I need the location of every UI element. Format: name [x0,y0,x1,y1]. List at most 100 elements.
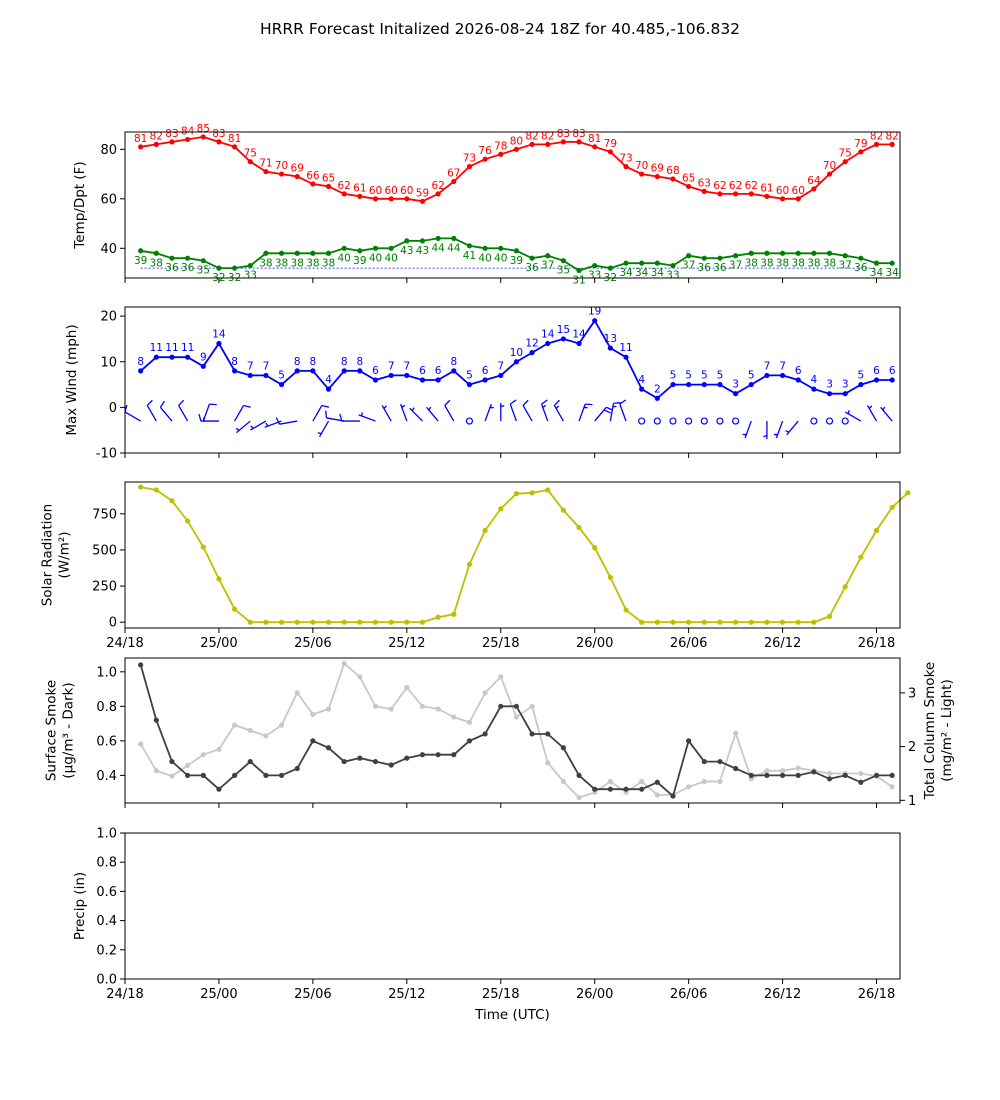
temp-point [404,196,410,202]
wind-point [858,381,864,388]
temp-data-label: 83 [572,128,585,140]
wind-barb-feather [209,403,217,406]
wind-data-label: 8 [450,356,457,368]
wind-barb [880,406,893,422]
solar-point [169,498,175,504]
wind-barb-shaft [578,403,586,422]
wind-point [764,372,770,379]
y-tick-label: 0.4 [96,914,117,929]
wind-point [341,368,347,374]
wind-point [216,340,222,347]
y-right-tick-label: 3 [908,686,916,701]
column-smoke-point [795,765,801,771]
wind-barb [509,399,518,422]
dewpoint-data-label: 40 [478,252,491,264]
wind-point [717,381,723,388]
calm-wind-marker [653,417,661,425]
dewpoint-data-label: 41 [463,250,476,262]
solar-point [842,584,848,590]
column-smoke-point [388,706,394,712]
calm-wind-marker [465,417,474,425]
wind-point [153,354,159,360]
dewpoint-point [231,265,238,271]
solar-point [419,619,426,625]
y-tick-label: 0.2 [96,943,117,958]
wind-barb [500,403,505,422]
wind-point [842,391,848,397]
temp-point [216,139,222,145]
wind-barb-half-feather [202,417,206,422]
surface-smoke-point [686,738,692,744]
dewpoint-point [247,263,253,269]
dewpoint-data-label: 36 [165,262,179,274]
surface-smoke-point [795,772,801,778]
temp-point [764,193,770,199]
column-smoke-point [889,784,895,790]
dewpoint-data-label: 38 [823,257,836,269]
x-tick-label: 25/00 [200,987,237,1002]
temp-point [482,156,488,162]
solar-point [592,545,598,551]
wind-data-label: 11 [150,342,163,354]
surface-smoke-point [623,786,629,792]
wind-barb-shaft [553,405,564,422]
dewpoint-data-label: 34 [651,267,665,279]
surface-smoke-point [779,772,786,778]
calm-wind-marker [732,417,740,425]
dewpoint-point [341,245,347,251]
solar-point [639,619,645,625]
surface-smoke-point [498,703,504,709]
wind-barb [358,412,376,422]
wind-barb-shaft [522,405,533,422]
wind-barb-shaft [178,405,189,422]
wind-data-label: 6 [889,365,896,377]
dewpoint-data-label: 38 [291,257,304,269]
surface-smoke-point [451,752,457,758]
column-smoke-point [498,674,504,680]
wind-data-label: 8 [231,356,238,368]
wind-point [404,372,410,379]
temp-data-label: 62 [431,180,444,192]
surface-smoke-point [216,786,222,792]
temp-data-label: 79 [854,138,867,150]
surface-smoke-point [278,772,285,778]
wind-data-label: 7 [388,360,395,372]
wind-barb-shaft [312,405,323,422]
wind-barb-feather [159,400,166,408]
temp-data-label: 82 [541,130,554,142]
wind-barb-half-feather [265,422,269,427]
temp-point [294,173,300,180]
temp-data-label: 73 [619,153,632,165]
panel-frame [124,131,901,279]
wind-data-label: 14 [541,329,555,341]
temp-data-label: 60 [400,185,413,197]
column-smoke-point [169,773,175,779]
column-smoke-point [826,770,833,777]
y-tick-label: 40 [100,242,117,257]
surface-smoke-point [639,786,645,792]
temp-data-label: 70 [635,160,648,172]
wind-barb-shaft [249,420,267,431]
wind-barb-shaft [124,411,141,422]
wind-barb-shaft [509,403,518,422]
x-tick-label: 26/18 [858,636,895,651]
dewpoint-point [670,263,676,269]
dewpoint-point [372,245,379,251]
surface-smoke-point [357,755,363,761]
dewpoint-data-label: 44 [431,242,445,254]
dewpoint-point [592,263,598,269]
dewpoint-data-label: 39 [134,255,147,267]
wind-barb-shaft [234,405,245,422]
x-tick-label: 26/00 [576,636,613,651]
dewpoint-point [560,258,566,264]
wind-barb [785,420,799,436]
temp-data-label: 83 [557,128,570,140]
temp-point [341,191,347,197]
surface-smoke-point [576,772,582,778]
wind-point [639,386,645,392]
solar-point [686,619,692,625]
x-tick-label: 25/06 [294,636,331,651]
column-smoke-point [341,660,347,666]
surface-smoke-point [388,762,394,768]
solar-point [545,487,551,493]
